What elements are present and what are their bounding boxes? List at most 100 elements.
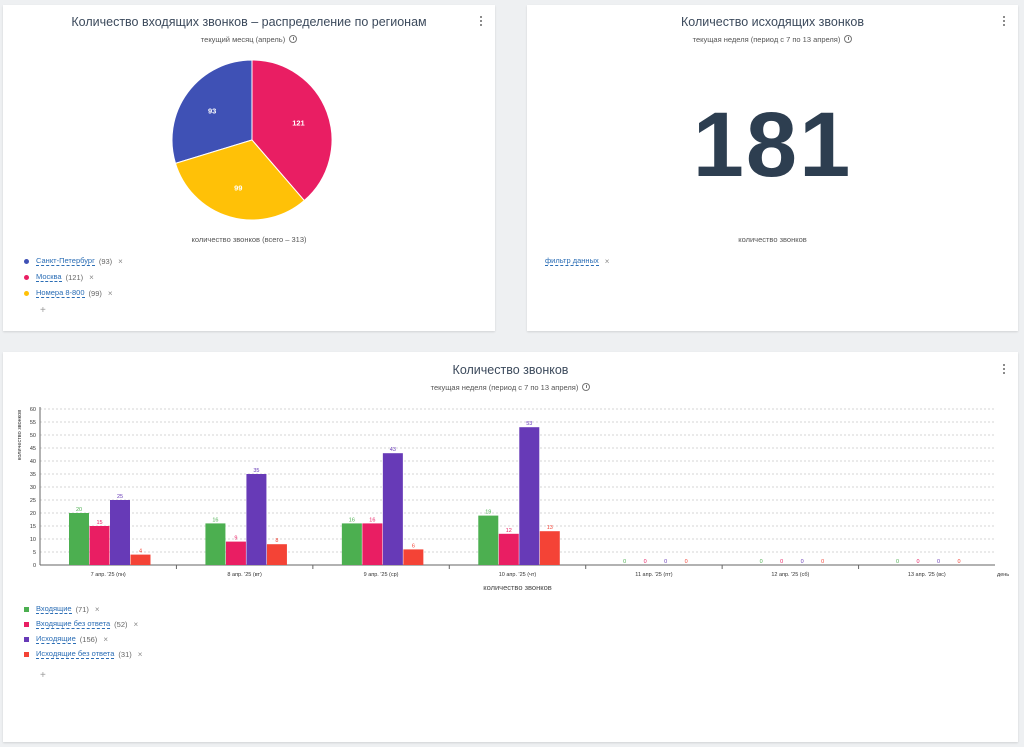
legend-count: (52): [114, 619, 128, 629]
bar-value-label: 0: [896, 559, 899, 565]
outgoing-calls-footer-label: количество звонков: [738, 235, 807, 244]
x-tick-label: 9 апр. '25 (ср): [364, 572, 399, 578]
outgoing-calls-value: 181: [692, 94, 853, 196]
bar-value-label: 0: [937, 559, 940, 565]
bar-chart-subtitle-text: текущая неделя (период с 7 по 13 апреля): [430, 383, 579, 392]
legend-label[interactable]: Исходящие без ответа: [36, 649, 115, 659]
x-tick-label: 12 апр. '25 (сб): [771, 572, 809, 578]
bar-value-label: 16: [212, 517, 218, 523]
bar: [266, 544, 287, 565]
bar: [519, 427, 540, 565]
legend-label[interactable]: Москва: [36, 272, 62, 282]
legend-label[interactable]: Санкт-Петербург: [36, 256, 95, 266]
bar-value-label: 43: [390, 447, 396, 453]
bar-chart-card: Количество звонков текущая неделя (перио…: [3, 352, 1018, 742]
y-tick-label: 55: [30, 420, 36, 426]
remove-icon[interactable]: ×: [103, 634, 108, 644]
bar-value-label: 0: [644, 559, 647, 565]
add-series-icon[interactable]: +: [40, 305, 46, 316]
bar-card-menu-icon[interactable]: [1002, 364, 1006, 376]
remove-icon[interactable]: ×: [133, 619, 139, 629]
x-axis-unit-label: день: [997, 572, 1009, 578]
bar: [69, 513, 89, 565]
bar-value-label: 19: [485, 510, 491, 516]
legend-marker: [24, 636, 29, 642]
legend-label[interactable]: Номера 8-800: [36, 288, 85, 298]
bar: [110, 500, 130, 565]
add-series-icon[interactable]: +: [40, 670, 46, 681]
clock-icon: [289, 35, 298, 43]
bar-value-label: 0: [780, 559, 783, 565]
legend-marker: [24, 258, 29, 264]
bar-value-label: 8: [275, 538, 278, 544]
x-tick-label: 8 апр. '25 (вт): [227, 572, 262, 578]
number-card-menu-icon[interactable]: [1002, 16, 1006, 28]
pie-slice-label: 121: [292, 119, 305, 128]
legend-label[interactable]: Исходящие: [36, 634, 76, 644]
outgoing-calls-title: Количество исходящих звонков: [681, 15, 864, 29]
bar: [205, 523, 226, 565]
remove-icon[interactable]: ×: [94, 604, 100, 614]
remove-icon[interactable]: ×: [137, 649, 143, 659]
bar-value-label: 0: [664, 559, 667, 565]
legend-count: (71): [75, 604, 89, 614]
bar: [246, 474, 267, 565]
remove-icon[interactable]: ×: [118, 256, 123, 266]
legend-label[interactable]: Входящие без ответа: [36, 619, 111, 629]
remove-filter-icon[interactable]: ×: [604, 256, 610, 266]
bar: [403, 549, 424, 565]
legend-item: Санкт-Петербург (93) ×: [24, 256, 123, 266]
data-filter-link[interactable]: фильтр данных: [545, 256, 599, 266]
y-tick-label: 0: [33, 563, 36, 569]
bar-value-label: 16: [369, 517, 375, 523]
y-axis-label: количество звонков: [17, 410, 23, 460]
pie-chart-subtitle-text: текущий месяц (апрель): [200, 35, 286, 44]
bar-value-label: 53: [526, 421, 532, 427]
remove-icon[interactable]: ×: [89, 272, 94, 282]
bar-value-label: 0: [958, 559, 961, 565]
legend-label[interactable]: Входящие: [36, 604, 72, 614]
bar-value-label: 0: [760, 559, 763, 565]
y-tick-label: 15: [30, 524, 36, 530]
y-tick-label: 50: [30, 433, 36, 439]
bar-value-label: 0: [801, 559, 804, 565]
legend-count: (93): [98, 256, 113, 266]
bar-value-label: 15: [96, 520, 102, 526]
pie-slice: [171, 59, 253, 164]
bar: [382, 453, 403, 565]
bar: [130, 554, 151, 565]
x-tick-label: 13 апр. '25 (вс): [908, 572, 946, 578]
legend-item: Входящие без ответа (52) ×: [24, 619, 138, 629]
pie-slice: [251, 59, 333, 202]
x-tick-label: 7 апр. '25 (пн): [91, 572, 126, 578]
legend-item: Входящие (71) ×: [24, 604, 100, 614]
bar-value-label: 35: [253, 468, 259, 474]
bar-value-label: 4: [139, 549, 142, 555]
bar-value-label: 12: [506, 528, 512, 534]
bar: [225, 541, 246, 565]
y-tick-label: 30: [30, 485, 36, 491]
legend-item: Исходящие (156) ×: [24, 634, 108, 644]
clock-icon: [582, 383, 591, 391]
y-tick-label: 40: [30, 459, 36, 465]
x-tick-label: 11 апр. '25 (пт): [635, 572, 672, 578]
legend-marker: [24, 621, 29, 627]
y-tick-label: 10: [30, 537, 36, 543]
y-tick-label: 5: [33, 550, 36, 556]
legend-item: Исходящие без ответа (31) ×: [24, 649, 142, 659]
pie-chart: 93 121 99: [171, 59, 333, 221]
legend-count: (121): [65, 272, 84, 282]
remove-icon[interactable]: ×: [107, 288, 113, 298]
clock-icon: [844, 35, 853, 43]
bar-value-label: 0: [917, 559, 920, 565]
y-tick-label: 20: [30, 511, 36, 517]
bar-value-label: 25: [117, 494, 123, 500]
legend-item: Номера 8-800 (99) ×: [24, 288, 113, 298]
bar: [89, 526, 110, 565]
bar: [539, 531, 560, 565]
pie-card-menu-icon[interactable]: [479, 16, 483, 28]
y-tick-label: 25: [30, 498, 36, 504]
y-tick-label: 60: [30, 407, 36, 413]
legend-marker: [24, 274, 29, 280]
